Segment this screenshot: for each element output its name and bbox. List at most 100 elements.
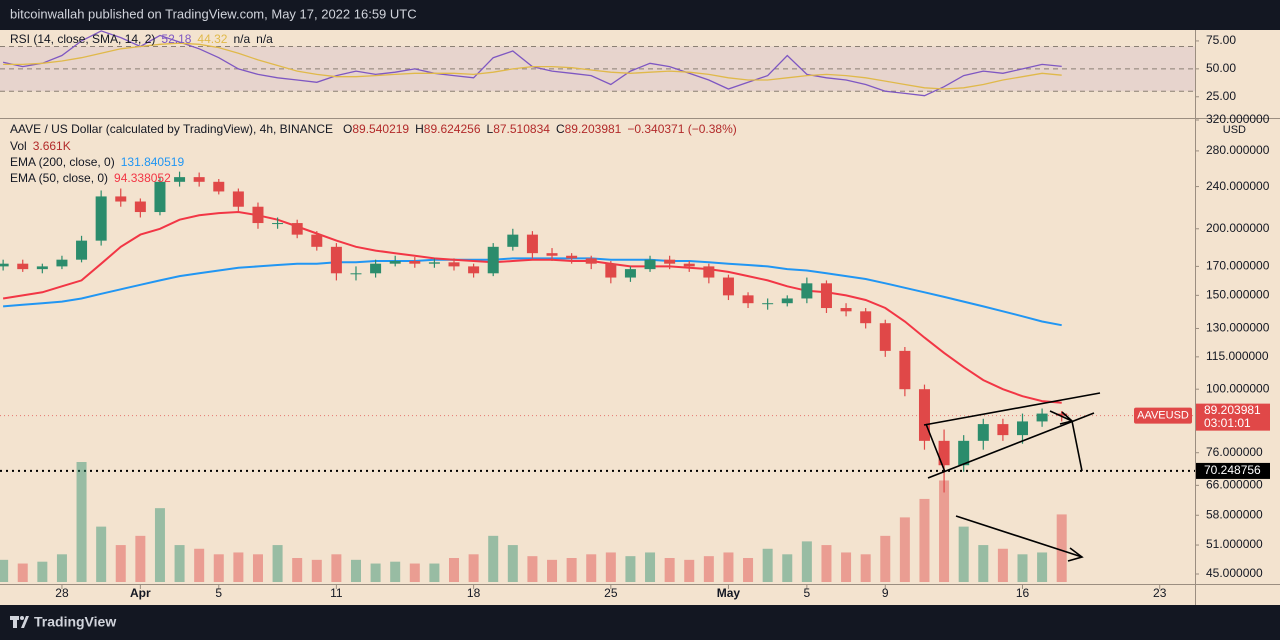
ema-line <box>3 257 1062 327</box>
last-price-tag <box>1196 403 1270 431</box>
logo-part <box>13 616 17 628</box>
candle-body <box>428 262 440 264</box>
volume-legend: Vol <box>10 139 27 153</box>
candle-body <box>311 234 323 247</box>
volume-bar <box>664 558 675 582</box>
symbol-tag <box>1134 407 1192 424</box>
y-tick-label: 51.000000 <box>1206 537 1263 551</box>
ohlc-label: H <box>415 122 424 136</box>
chart-title: AAVE / US Dollar (calculated by TradingV… <box>10 122 333 136</box>
y-tick-label: 150.000000 <box>1206 288 1270 302</box>
candle-body <box>781 298 793 304</box>
y-tick-label: 75.00 <box>1206 33 1236 47</box>
level-tag <box>1196 462 1270 479</box>
y-tick-label: 280.000000 <box>1206 143 1270 157</box>
volume-bar <box>1037 552 1048 582</box>
candle-body <box>468 266 480 274</box>
candle-body <box>272 223 284 225</box>
volume-bar <box>547 559 558 582</box>
candle-body <box>389 261 401 264</box>
volume-bar <box>1017 554 1028 582</box>
x-tick-label: 25 <box>604 586 618 600</box>
rsi-value: 52.18 <box>161 32 191 46</box>
y-tick-label: 25.00 <box>1206 89 1236 103</box>
header-text: bitcoinwallah published on TradingView.c… <box>10 6 417 21</box>
x-tick-label: May <box>717 586 741 600</box>
sma-value: 44.32 <box>197 32 227 46</box>
x-tick-label: 5 <box>804 586 811 600</box>
header-bar <box>0 0 1280 30</box>
volume-bar <box>880 535 891 582</box>
drawings <box>923 392 1101 562</box>
volume-bar <box>978 545 989 582</box>
volume-bar <box>958 526 969 582</box>
footer-bar <box>0 605 1280 640</box>
rsi-line <box>3 42 1062 90</box>
volume-bar <box>331 554 342 582</box>
candle-body <box>879 323 891 351</box>
trendline <box>927 412 1095 479</box>
rsi-extra: n/a <box>256 32 273 46</box>
volume-bar <box>468 554 479 582</box>
volume-bar <box>762 548 773 582</box>
candle-body <box>370 263 382 274</box>
volume-bar <box>821 545 832 582</box>
volume-bar <box>782 554 793 582</box>
volume-bar <box>390 561 401 582</box>
volume-bar <box>625 556 636 582</box>
candle-body <box>95 196 107 241</box>
y-tick-label: 320.000000 <box>1206 112 1270 126</box>
candle-body <box>154 181 166 213</box>
candle-body <box>350 273 362 275</box>
y-tick-label: 66.000000 <box>1206 478 1263 492</box>
candle-body <box>997 424 1009 436</box>
currency-label: USD <box>1223 124 1246 136</box>
candle-body <box>134 201 146 213</box>
candle-body <box>232 191 244 207</box>
footer-logo <box>10 616 29 628</box>
y-tick-label: 76.000000 <box>1206 445 1263 459</box>
candle-body <box>213 181 225 192</box>
series-value: 94.338052 <box>114 171 171 185</box>
chart-background <box>0 30 1280 605</box>
logo-part <box>20 616 24 620</box>
candle-body <box>507 234 519 247</box>
candle-body <box>291 223 303 235</box>
candle-body <box>585 258 597 264</box>
volume-bar <box>997 548 1008 582</box>
volume-bar <box>115 545 126 582</box>
candle-body <box>938 440 950 466</box>
footer-brand[interactable]: TradingView <box>34 614 116 630</box>
countdown-label: 03:01:01 <box>1204 416 1251 430</box>
ema-line <box>2 210 1062 404</box>
x-tick-label: 5 <box>215 586 222 600</box>
x-tick-label: 16 <box>1016 586 1030 600</box>
volume-bar <box>527 556 538 582</box>
volume-bar <box>899 517 910 582</box>
arrow-line <box>955 515 1083 558</box>
last-price-label: 89.203981 <box>1204 403 1261 417</box>
volume-bar <box>703 556 714 582</box>
rsi-extra: n/a <box>233 32 250 46</box>
candle-body <box>174 177 186 182</box>
volume-bar <box>0 559 9 582</box>
y-tick-label: 50.00 <box>1206 61 1236 75</box>
ohlc-value: 89.203981 <box>565 122 622 136</box>
candle-body <box>546 253 558 256</box>
volume-bar <box>645 552 656 582</box>
candle-body <box>977 424 989 441</box>
volume-bar <box>76 462 87 582</box>
volume-bar <box>96 526 107 582</box>
volume-bar <box>37 561 48 582</box>
candle-body <box>703 266 715 278</box>
volume-bar <box>605 552 616 582</box>
candle-body <box>56 259 68 267</box>
volume-bar <box>507 545 518 582</box>
candle-body <box>252 206 264 224</box>
candle-body <box>526 234 538 254</box>
candle-body <box>958 440 970 466</box>
volume-bar <box>566 558 577 582</box>
x-tick-label: 28 <box>55 586 69 600</box>
volume-value: 3.661K <box>33 139 71 153</box>
